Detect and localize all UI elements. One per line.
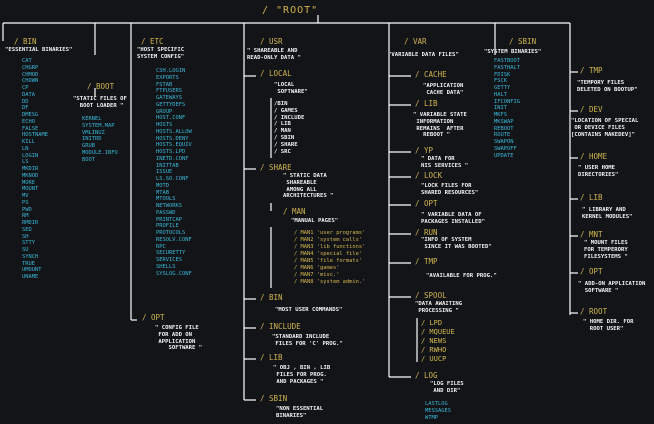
dir-tmp-desc: "TEMPORY FILES DELETED ON BOOTUP" [577,80,638,93]
dir-var-yp-desc: " DATA FOR NIS SERVICES " [421,156,469,169]
dir-usr-share-man: / MAN [283,207,306,216]
dir-var-cache: / CACHE [415,70,447,79]
dir-tmp: / TMP [580,66,603,75]
dir-var-lib-desc: " VARIABLE STATE INFORMATION REMAINS AFT… [413,112,467,139]
dir-etc-files: CSH.LOGIN EXPORTS FSTAB FTPUSERS GATEWAY… [156,68,192,277]
dir-etc-opt-desc: " CONFIG FILE FOR ADD ON APPLICATION SOF… [155,325,203,352]
dir-var-opt: / OPT [415,199,438,208]
dir-usr-include: / INCLUDE [260,322,301,331]
dir-usr-local-desc: "LOCAL SOFTWARE" [274,82,308,95]
dir-var-tmp-desc: "AVAILABLE FOR PROG." [426,273,497,279]
dir-lib: / LIB [580,193,603,202]
dir-var-spool: / SPOOL [415,291,447,300]
dir-usr-include-desc: "STANDARD INCLUDE FILES FOR 'C' PROG." [272,334,343,347]
dir-opt: / OPT [580,267,603,276]
dir-var-spool-subdirs: / LPD / MQUEUE / NEWS / RWHO / UUCP [421,319,455,364]
dir-root-desc: " HOME DIR. FOR ROOT USER" [583,319,634,332]
dir-usr-bin-desc: "MOST USER COMMANDS" [275,307,343,313]
dir-etc: / ETC [141,37,164,46]
dir-usr-sbin-desc: "NON ESSENTIAL BINARIES" [276,406,324,419]
dir-dev: / DEV [580,105,603,114]
dir-mnt-desc: " MOUNT FILES FOR TEMPERORY FILESYSTEMS … [584,240,628,260]
dir-bin-files: CAT CHGRP CHMOD CHOWN CP DATA DD DF DMES… [22,58,48,280]
dir-usr-local-subdirs: /BIN / GAMES / INCLUDE / LIB / MAN / SBI… [274,101,305,155]
dir-usr-share-man-desc: "MANUAL PAGES" [291,218,339,224]
dir-var-lock: / LOCK [415,171,443,180]
dir-usr-lib: / LIB [260,353,283,362]
dir-bin-desc: "ESSENTIAL BINARIES" [5,47,73,53]
dir-usr-local: / LOCAL [260,69,292,78]
dir-root: / ROOT [580,307,608,316]
dir-var-desc: "VARIABLE DATA FILES" [388,52,459,58]
root-node-title: / "ROOT" [262,5,319,16]
dir-var-run: / RUN [415,228,438,237]
dir-usr-bin: / BIN [260,293,283,302]
dir-opt-desc: " ADD-ON APPLICATION SOFTWARE " [578,281,646,294]
dir-usr-sbin: / SBIN [260,394,288,403]
dir-boot: / BOOT [87,82,115,91]
dir-mnt: / MNT [580,230,603,239]
dir-var-log-desc: "LOG FILES AND DIR" [430,381,464,394]
dir-var-cache-desc: "APPLICATION CACHE DATA" [423,83,464,96]
dir-home-desc: " USER HOME DIRECTORIES" [578,165,619,178]
dir-usr: / USR [260,37,283,46]
dir-var-log-files: LASTLOG MESSAGES WTMP [425,401,451,421]
dir-usr-desc: " SHAREABLE AND READ-ONLY DATA " [247,48,301,61]
dir-var-log: / LOG [415,371,438,380]
dir-usr-share-man-sections: / MAN1 'user programs' / MAN2 'system ca… [294,230,366,286]
dir-var-opt-desc: " VARIABLE DATA OF PACKAGES INSTALLED" [421,212,485,225]
dir-var: / VAR [404,37,427,46]
dir-bin: / BIN [14,37,37,46]
dir-sbin-desc: "SYSTEM BINARIES" [484,49,542,55]
dir-home: / HOME [580,152,608,161]
dir-var-lock-desc: "LOCK FILES FOR SHARED RESOURCES" [421,183,479,196]
dir-usr-lib-desc: " OBJ , BIN , LIB FILES FOR PROG. AND PA… [273,365,331,385]
dir-boot-desc: "STATIC FILES OF BOOT LOADER " [73,96,127,109]
dir-var-lib: / LIB [415,99,438,108]
dir-var-yp: / YP [415,146,434,155]
dir-boot-files: KERNEL SYSTEM.MAP VMLINUZ INITRD GRUB MO… [82,116,118,163]
dir-etc-desc: "HOST SPECIFIC SYSTEM CONFIG" [137,47,185,60]
dir-usr-share: / SHARE [260,163,292,172]
dir-usr-share-desc: " STATIC DATA SHAREABLE AMONG ALL ARCHIT… [283,173,334,200]
dir-var-tmp: / TMP [415,257,438,266]
dir-sbin: / SBIN [509,37,537,46]
dir-dev-desc: "LOCATION OF SPECIAL OR DEVICE FILES [CO… [571,118,639,138]
dir-lib-desc: " LIBRARY AND KERNEL MODULES" [582,207,633,220]
dir-var-spool-desc: "DATA AWAITING PROCESSING " [415,301,463,314]
dir-sbin-files: FASTBOOT FASTHALT FDISK FSCK GETTY HALT … [494,58,520,159]
dir-var-run-desc: "INFO OF SYSTEM SINCE IT WAS BOOTED" [421,237,492,250]
dir-etc-opt: / OPT [142,313,165,322]
